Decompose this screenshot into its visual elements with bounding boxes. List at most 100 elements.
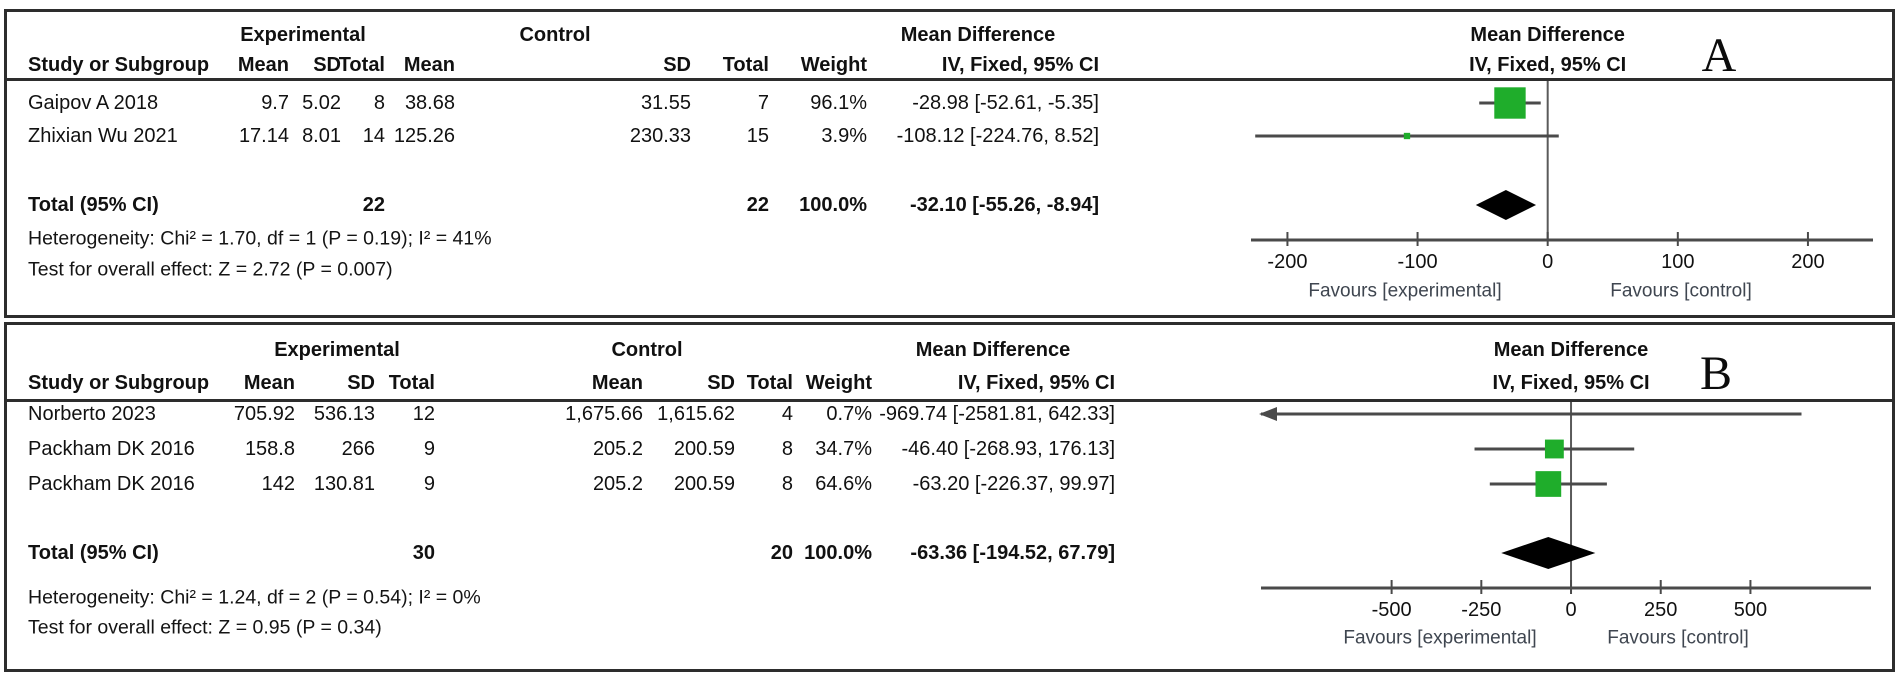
col-header-exp-total: Total xyxy=(388,372,435,394)
favours-control-label: Favours [control] xyxy=(1610,280,1752,302)
col-header-study: Study or Subgroup xyxy=(28,372,210,394)
total-ctrl-n: 22 xyxy=(746,194,769,216)
weight-value: 34.7% xyxy=(815,438,872,460)
col-header-ci: IV, Fixed, 95% CI xyxy=(941,54,1099,76)
total-md-ci-text: -63.36 [-194.52, 67.79] xyxy=(910,542,1115,564)
group-header-control: Control xyxy=(611,339,683,361)
table-effect-header: Mean Difference xyxy=(900,24,1056,46)
col-header-exp-total: Total xyxy=(338,54,385,76)
weight-value: 3.9% xyxy=(821,125,867,147)
ctrl-sd-value: 31.55 xyxy=(640,92,691,114)
favours-experimental-label: Favours [experimental] xyxy=(1308,280,1502,302)
ctrl-sd-value: 200.59 xyxy=(673,473,735,495)
ctrl-mean-value: 125.26 xyxy=(393,125,455,147)
exp-total-value: 9 xyxy=(423,438,435,460)
col-header-ctrl-mean: Mean xyxy=(403,54,455,76)
axis-tick-label: 0 xyxy=(1565,599,1577,621)
axis-tick-label: 0 xyxy=(1542,251,1554,273)
summary-diamond xyxy=(1475,190,1537,220)
col-header-weight: Weight xyxy=(800,54,867,76)
overall-effect-text: Test for overall effect: Z = 2.72 (P = 0… xyxy=(28,258,393,281)
ctrl-total-value: 4 xyxy=(781,403,793,425)
effect-square xyxy=(1535,471,1562,497)
exp-total-value: 14 xyxy=(362,125,385,147)
axis-tick-label: 500 xyxy=(1733,599,1768,621)
axis-tick-label: -500 xyxy=(1371,599,1412,621)
col-header-weight: Weight xyxy=(805,372,872,394)
col-header-ctrl-mean: Mean xyxy=(591,372,643,394)
axis-tick-label: -200 xyxy=(1267,251,1308,273)
ctrl-sd-value: 200.59 xyxy=(673,438,735,460)
study-name: Norberto 2023 xyxy=(28,403,156,425)
col-header-ctrl-total: Total xyxy=(746,372,793,394)
md-ci-text: -46.40 [-268.93, 176.13] xyxy=(901,438,1116,460)
favours-control-label: Favours [control] xyxy=(1607,627,1749,649)
ci-arrow-left xyxy=(1259,407,1277,421)
exp-sd-value: 130.81 xyxy=(313,473,375,495)
ctrl-mean-value: 38.68 xyxy=(404,92,455,114)
total-label: Total (95% CI) xyxy=(28,542,159,564)
axis-tick-label: -100 xyxy=(1397,251,1438,273)
axis-tick-label: -250 xyxy=(1461,599,1502,621)
plot-method-header: IV, Fixed, 95% CI xyxy=(1492,372,1650,394)
plot-effect-header: Mean Difference xyxy=(1470,24,1625,46)
total-md-ci-text: -32.10 [-55.26, -8.94] xyxy=(910,194,1099,216)
col-header-exp-sd: SD xyxy=(313,54,341,76)
axis-tick-label: 250 xyxy=(1644,599,1678,621)
ctrl-total-value: 7 xyxy=(757,92,769,114)
md-ci-text: -63.20 [-226.37, 99.97] xyxy=(912,473,1115,495)
weight-value: 96.1% xyxy=(810,92,867,114)
group-header-control: Control xyxy=(519,24,591,46)
ctrl-sd-value: 1,615.62 xyxy=(657,403,735,425)
col-header-ci: IV, Fixed, 95% CI xyxy=(957,372,1115,394)
exp-mean-value: 705.92 xyxy=(233,403,295,425)
study-name: Packham DK 2016 xyxy=(28,473,195,495)
total-weight: 100.0% xyxy=(799,194,867,216)
heterogeneity-text: Heterogeneity: Chi² = 1.70, df = 1 (P = … xyxy=(28,227,492,250)
ctrl-mean-value: 205.2 xyxy=(592,473,643,495)
table-effect-header: Mean Difference xyxy=(915,339,1071,361)
md-ci-text: -108.12 [-224.76, 8.52] xyxy=(896,125,1099,147)
header-rule xyxy=(7,78,1892,81)
ctrl-mean-value: 205.2 xyxy=(592,438,643,460)
exp-mean-value: 17.14 xyxy=(238,125,289,147)
exp-sd-value: 536.13 xyxy=(313,403,375,425)
panel-letter-a: A xyxy=(1701,29,1737,82)
col-header-ctrl-total: Total xyxy=(722,54,769,76)
total-weight: 100.0% xyxy=(804,542,872,564)
ctrl-mean-value: 1,675.66 xyxy=(565,403,643,425)
col-header-ctrl-sd: SD xyxy=(663,54,691,76)
exp-mean-value: 9.7 xyxy=(261,92,289,114)
exp-mean-value: 142 xyxy=(261,473,295,495)
exp-total-value: 9 xyxy=(423,473,435,495)
plot-effect-header: Mean Difference xyxy=(1493,339,1649,361)
col-header-study: Study or Subgroup xyxy=(28,54,210,76)
total-ctrl-n: 20 xyxy=(770,542,793,564)
ctrl-sd-value: 230.33 xyxy=(629,125,691,147)
header-rule xyxy=(7,399,1892,402)
ctrl-total-value: 8 xyxy=(781,438,793,460)
axis-tick-label: 200 xyxy=(1791,251,1825,273)
weight-value: 0.7% xyxy=(826,403,872,425)
group-header-experimental: Experimental xyxy=(240,24,366,46)
study-name: Zhixian Wu 2021 xyxy=(28,125,178,147)
exp-sd-value: 5.02 xyxy=(302,92,341,114)
weight-value: 64.6% xyxy=(815,473,872,495)
exp-total-value: 8 xyxy=(373,92,385,114)
effect-square xyxy=(1544,439,1564,459)
group-header-experimental: Experimental xyxy=(274,339,400,361)
exp-mean-value: 158.8 xyxy=(244,438,295,460)
exp-sd-value: 266 xyxy=(341,438,375,460)
total-exp-n: 30 xyxy=(412,542,435,564)
exp-sd-value: 8.01 xyxy=(302,125,341,147)
col-header-exp-mean: Mean xyxy=(243,372,295,394)
study-name: Gaipov A 2018 xyxy=(28,92,159,114)
heterogeneity-text: Heterogeneity: Chi² = 1.24, df = 2 (P = … xyxy=(28,586,481,609)
md-ci-text: -28.98 [-52.61, -5.35] xyxy=(912,92,1099,114)
study-name: Packham DK 2016 xyxy=(28,438,195,460)
plot-method-header: IV, Fixed, 95% CI xyxy=(1469,54,1627,76)
effect-square xyxy=(1403,132,1411,140)
exp-total-value: 12 xyxy=(412,403,435,425)
ctrl-total-value: 15 xyxy=(746,125,769,147)
